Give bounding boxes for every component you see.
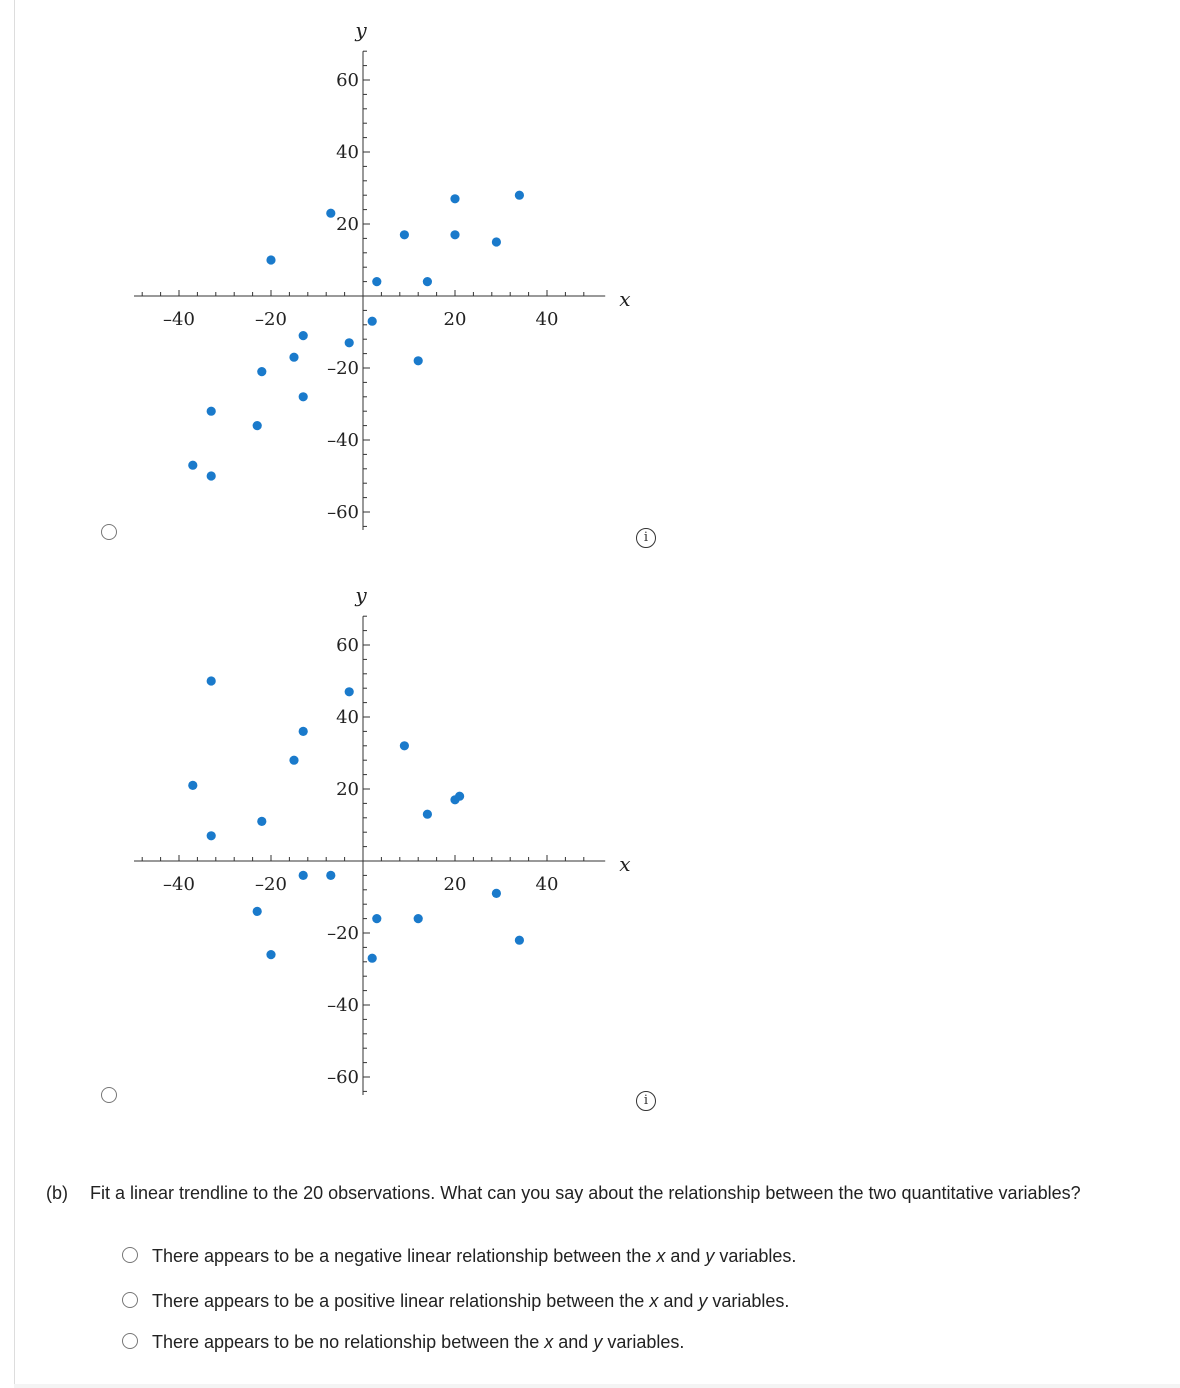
data-point bbox=[206, 471, 216, 481]
scatter-plot-option-1: –40 –20 20 40 60 40 20 –20 –40 –60 x y bbox=[134, 18, 630, 530]
data-point bbox=[413, 914, 423, 924]
data-point bbox=[372, 277, 382, 287]
data-point bbox=[344, 687, 354, 697]
y-tick-label: 40 bbox=[336, 707, 359, 728]
data-point bbox=[298, 726, 308, 736]
y-tick-label: 40 bbox=[336, 142, 359, 163]
graph-option-2-radio[interactable] bbox=[101, 1087, 117, 1103]
data-point bbox=[206, 406, 216, 416]
answer-radio[interactable] bbox=[122, 1292, 138, 1309]
x-tick-label: –20 bbox=[255, 874, 287, 895]
x-tick-label: –20 bbox=[255, 309, 287, 330]
data-point bbox=[257, 816, 267, 826]
data-point bbox=[399, 741, 409, 751]
data-point bbox=[266, 950, 276, 960]
data-point bbox=[326, 208, 336, 218]
data-point bbox=[298, 331, 308, 341]
question-label: (b) bbox=[46, 1183, 68, 1203]
data-point bbox=[326, 870, 336, 880]
answer-option-negative[interactable]: There appears to be a negative linear re… bbox=[122, 1244, 796, 1268]
data-point bbox=[298, 392, 308, 402]
y-tick-label: –60 bbox=[327, 502, 359, 523]
answer-radio[interactable] bbox=[122, 1247, 138, 1264]
data-point bbox=[450, 230, 460, 240]
y-tick-label: –40 bbox=[327, 430, 359, 451]
scatter-plot-option-2: –40 –20 20 40 60 40 20 –20 –40 –60 x y bbox=[134, 583, 630, 1095]
y-tick-label: –20 bbox=[327, 923, 359, 944]
x-tick-label: 20 bbox=[444, 309, 467, 330]
info-icon[interactable]: i bbox=[636, 1091, 656, 1111]
data-point bbox=[188, 460, 198, 470]
y-tick-label: 20 bbox=[336, 214, 359, 235]
answer-option-none[interactable]: There appears to be no relationship betw… bbox=[122, 1330, 684, 1354]
data-point bbox=[399, 230, 409, 240]
data-point bbox=[367, 316, 377, 326]
x-tick-label: 40 bbox=[536, 309, 559, 330]
x-tick-label: –40 bbox=[163, 309, 195, 330]
data-point bbox=[206, 676, 216, 686]
left-border bbox=[14, 0, 15, 1388]
data-point bbox=[422, 809, 432, 819]
data-point bbox=[298, 870, 308, 880]
data-point bbox=[491, 237, 501, 247]
graph-option-1-radio[interactable] bbox=[101, 524, 117, 540]
y-tick-label: –60 bbox=[327, 1067, 359, 1088]
data-point bbox=[455, 791, 465, 801]
data-point bbox=[422, 277, 432, 287]
y-tick-label: 60 bbox=[336, 70, 359, 91]
data-point bbox=[491, 888, 501, 898]
x-tick-label: –40 bbox=[163, 874, 195, 895]
data-point bbox=[289, 755, 299, 765]
data-point bbox=[450, 194, 460, 204]
data-point bbox=[514, 935, 525, 945]
data-point bbox=[252, 421, 262, 431]
data-point bbox=[344, 338, 354, 348]
x-axis-label: x bbox=[619, 287, 630, 311]
data-point bbox=[289, 352, 299, 362]
y-tick-label: –20 bbox=[327, 358, 359, 379]
x-tick-label: 40 bbox=[536, 874, 559, 895]
y-tick-label: –40 bbox=[327, 995, 359, 1016]
data-point bbox=[514, 190, 525, 200]
data-point bbox=[372, 914, 382, 924]
bottom-border bbox=[14, 1384, 1180, 1388]
question-text: Fit a linear trendline to the 20 observa… bbox=[90, 1183, 1081, 1203]
y-axis-label: y bbox=[354, 18, 367, 42]
x-axis-label: x bbox=[619, 852, 630, 876]
data-point bbox=[413, 356, 423, 366]
answer-option-positive[interactable]: There appears to be a positive linear re… bbox=[122, 1289, 789, 1313]
data-point bbox=[266, 255, 276, 265]
data-point bbox=[257, 367, 267, 377]
data-point bbox=[252, 906, 262, 916]
data-point bbox=[188, 780, 198, 790]
y-tick-label: 60 bbox=[336, 635, 359, 656]
data-point bbox=[367, 953, 377, 963]
answer-radio[interactable] bbox=[122, 1333, 138, 1350]
y-tick-label: 20 bbox=[336, 779, 359, 800]
y-axis-label: y bbox=[354, 583, 367, 607]
data-point bbox=[206, 831, 216, 841]
x-tick-label: 20 bbox=[444, 874, 467, 895]
info-icon[interactable]: i bbox=[636, 528, 656, 548]
